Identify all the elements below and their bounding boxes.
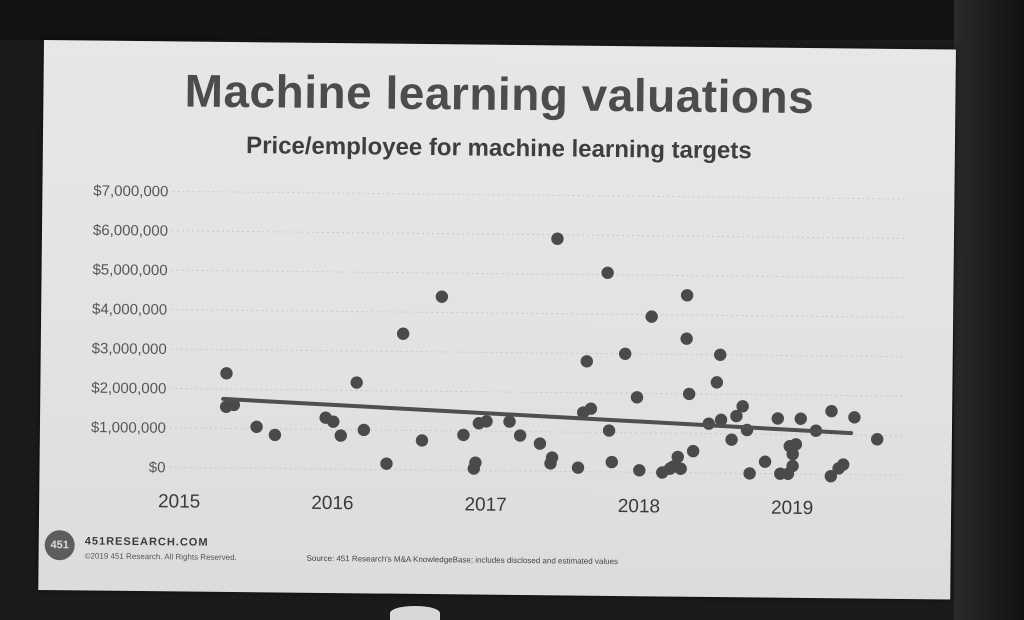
- y-tick-label: $5,000,000: [92, 261, 167, 279]
- y-gridline: [172, 230, 904, 239]
- data-point: [357, 423, 371, 437]
- data-point: [469, 456, 482, 469]
- y-gridline: [169, 427, 902, 437]
- data-point: [334, 429, 347, 442]
- data-point: [730, 409, 743, 423]
- dark-room-wall: [954, 0, 1024, 620]
- data-point: [601, 266, 614, 280]
- data-point: [714, 413, 728, 427]
- data-point: [580, 355, 593, 368]
- y-gridline: [170, 348, 903, 358]
- data-point: [630, 391, 644, 404]
- data-point: [837, 458, 850, 471]
- data-point: [870, 433, 884, 446]
- x-tick-label: 2015: [158, 491, 200, 512]
- data-point: [682, 387, 696, 401]
- data-point: [725, 433, 738, 446]
- data-point: [457, 428, 470, 442]
- data-point: [680, 332, 693, 345]
- data-point: [602, 424, 616, 437]
- data-point: [220, 367, 233, 380]
- y-tick-label: $7,000,000: [93, 183, 168, 201]
- data-point: [714, 348, 727, 362]
- data-point: [645, 310, 658, 323]
- x-tick-label: 2018: [618, 496, 660, 517]
- data-point: [571, 461, 585, 474]
- data-point: [227, 398, 241, 412]
- data-point: [250, 420, 263, 434]
- data-point: [380, 457, 393, 470]
- data-point: [633, 464, 646, 477]
- y-tick-label: $0: [149, 459, 166, 476]
- x-tick-label: 2016: [311, 493, 353, 514]
- data-point: [674, 462, 687, 475]
- data-point: [513, 429, 527, 442]
- data-point: [415, 434, 429, 447]
- y-gridline: [171, 269, 904, 279]
- data-point: [605, 455, 618, 469]
- data-point: [503, 415, 516, 428]
- footer-copyright: ©2019 451 Research. All Rights Reserved.: [84, 551, 237, 563]
- data-point: [848, 411, 861, 424]
- data-point: [618, 347, 632, 361]
- y-gridline: [171, 309, 904, 318]
- data-point: [671, 450, 684, 464]
- data-point: [786, 459, 799, 473]
- presentation-slide: Machine learning valuations Price/employ…: [38, 40, 956, 600]
- y-tick-label: $2,000,000: [91, 380, 166, 398]
- data-point: [736, 400, 749, 413]
- data-point: [268, 428, 282, 442]
- data-point: [825, 404, 838, 418]
- data-point: [771, 412, 784, 425]
- y-tick-label: $6,000,000: [93, 222, 168, 240]
- y-tick-label: $3,000,000: [92, 340, 167, 358]
- brand-logo: 451: [44, 530, 75, 561]
- data-point: [396, 327, 410, 340]
- y-tick-label: $4,000,000: [92, 301, 167, 319]
- data-point: [824, 470, 838, 483]
- slide-title: Machine learning valuations: [184, 64, 815, 124]
- y-gridline: [170, 387, 903, 397]
- data-point: [327, 415, 340, 428]
- data-point: [533, 437, 547, 450]
- data-point: [551, 232, 564, 245]
- data-point: [686, 444, 700, 458]
- audience-head-silhouette: [390, 606, 440, 620]
- y-tick-label: $1,000,000: [91, 419, 166, 437]
- data-point: [480, 415, 493, 428]
- data-point: [743, 467, 756, 480]
- data-point: [584, 402, 598, 415]
- x-tick-label: 2019: [771, 498, 813, 519]
- data-point: [786, 447, 799, 461]
- footer-website: 451RESEARCH.COM: [84, 535, 209, 549]
- data-point: [545, 451, 559, 464]
- data-point: [710, 376, 724, 389]
- slide-subtitle: Price/employee for machine learning targ…: [245, 132, 752, 165]
- dark-room-top: [0, 0, 1024, 40]
- y-gridline: [172, 190, 905, 200]
- data-point: [350, 376, 363, 389]
- trend-line: [221, 396, 854, 436]
- data-point: [794, 412, 807, 425]
- data-point: [758, 455, 772, 468]
- scatter-chart: $0 $1,000,000 $2,000,000 $3,000,000 $4,000,0…: [91, 183, 905, 519]
- x-tick-label: 2017: [464, 494, 506, 515]
- footer-source-note: Source: 451 Research's M&A KnowledgeBase…: [306, 553, 619, 567]
- data-point: [435, 290, 449, 303]
- data-point: [789, 438, 803, 451]
- data-point: [680, 289, 694, 302]
